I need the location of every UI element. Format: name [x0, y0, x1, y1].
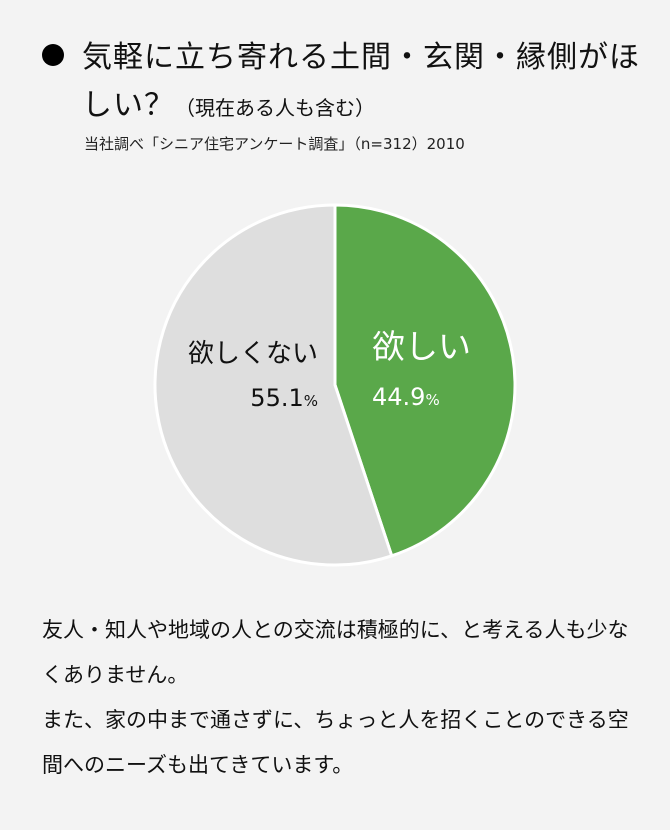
bullet-icon — [42, 44, 64, 66]
source-note: 当社調べ「シニア住宅アンケート調査」（n=312）2010 — [84, 135, 465, 153]
title-main: 気軽に立ち寄れる土間・玄関・縁側がほしい？ — [82, 40, 640, 123]
slice-label-not-want: 欲しくない — [188, 339, 318, 369]
pie-slice-not-want — [153, 203, 394, 567]
slice-value-not-want: 55.1% — [250, 384, 318, 412]
slice-label-want: 欲しい — [372, 327, 471, 366]
pie-chart: 欲しい 44.9% 欲しくない 55.1% — [153, 203, 517, 567]
title-subtitle: （現在ある人も含む） — [175, 96, 375, 120]
description-paragraph-1: 友人・知人や地域の人との交流は積極的に、と考える人も少なくありません。 — [42, 618, 629, 687]
slice-value-want: 44.9% — [372, 383, 440, 411]
pie-slice-want — [333, 203, 517, 558]
page-title: 気軽に立ち寄れる土間・玄関・縁側がほしい？（現在ある人も含む） — [82, 34, 642, 132]
description: 友人・知人や地域の人との交流は積極的に、と考える人も少なくありません。 また、家… — [42, 608, 642, 788]
description-paragraph-2: また、家の中まで通さずに、ちょっと人を招くことのできる空間へのニーズも出てきてい… — [42, 708, 629, 777]
